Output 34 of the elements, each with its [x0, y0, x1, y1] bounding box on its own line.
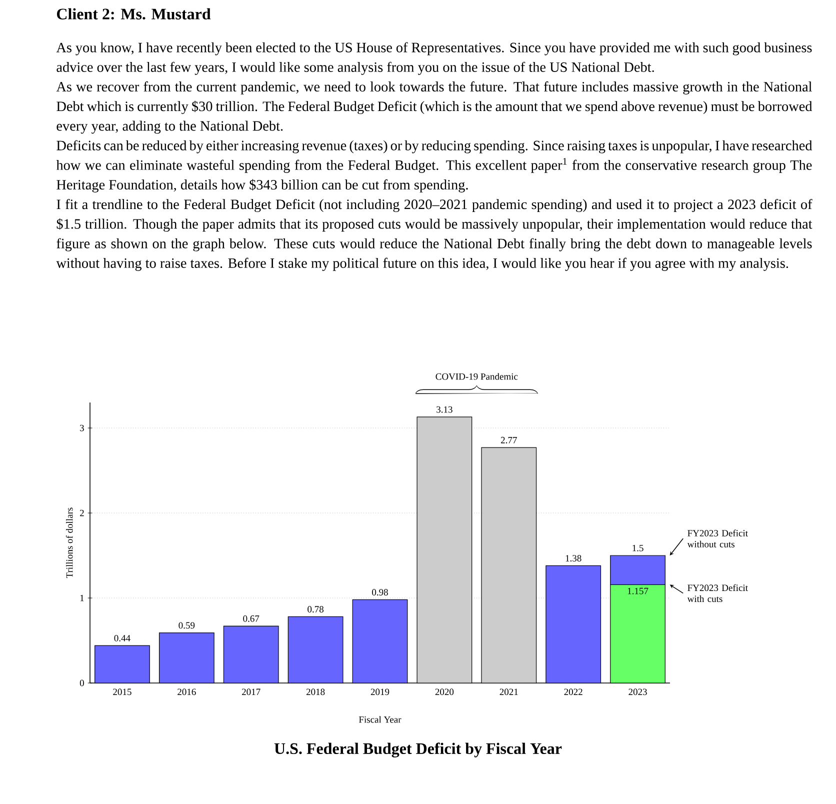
x-tick-label: 2017: [242, 688, 260, 696]
total-label: 0.78: [308, 606, 324, 613]
x-tick-label: 2021: [500, 688, 518, 696]
total-label: 1.38: [566, 555, 582, 562]
text: FY2023 Deficit without cuts: [687, 530, 748, 548]
x-axis-title: Fiscal Year: [358, 716, 402, 723]
y-axis-title: Trillions of dollars: [66, 508, 73, 578]
x-tick-label: 2015: [113, 688, 132, 696]
total-label: 0.59: [178, 622, 195, 629]
x-tick-label: 2016: [178, 688, 196, 696]
y-tick-label: 0: [80, 680, 84, 686]
text: FY2023 Deficit with cuts: [687, 584, 748, 602]
total-label: 0.44: [114, 634, 130, 642]
total-label: 0.67: [243, 615, 260, 622]
text: As we recover from the current pandemic, we need to look towards the future. That future includes massive growth in the National Debt which is currently $30 trillion. The Federal Budget Deficit (which is the amount that we spend above revenue) must be borrowed every year, adding to the National Debt.: [56, 81, 812, 134]
text: Deficits can be reduced by either increasing revenue (taxes) or by reducing spending. Since raising taxes is unpopular, I have researched how we can eliminate wasteful spending from the Federal Budget. This excellent paper$^{1}$ from the conservative research group The Heritage Foundation, details how $343 billion can be cut from spending.: [56, 140, 812, 192]
data-label: 1.157: [628, 588, 648, 594]
y-tick-label: 3: [80, 424, 84, 432]
y-tick-label: 1: [80, 594, 84, 602]
text: U.S. Federal Budget Deficit by Fiscal Year: [274, 742, 562, 758]
x-tick-label: 2023: [628, 688, 647, 696]
text: COVID-19 Pandemic: [436, 373, 518, 380]
text: I fit a trendline to the Federal Budget Deficit (not including 2020–2021 pandemic spending) and used it to project a 2023 deficit of $1.5 trillion. Though the paper admits that its proposed cuts would be massively unpopular, their implementation would reduce that figure as shown on the graph below. These cuts would reduce the National Debt finally bring the debt down to manageable levels without having to raise taxes. Before I stake my political future on this idea, I would like you hear if you agree with my analysis.: [56, 199, 812, 271]
total-label: 0.98: [372, 589, 388, 596]
x-tick-label: 2022: [564, 688, 582, 696]
total-label: 3.13: [436, 406, 452, 413]
x-tick-label: 2019: [370, 688, 390, 696]
total-label: 1.5: [632, 544, 644, 552]
text: As you know, I have recently been elected to the US House of Representatives. Since you have provided me with such good business advice over the last few years, I would like some analysis from you on the issue of the US National Debt.: [56, 42, 812, 75]
chart-subtitle: Client 2: Ms. Mustard: [56, 8, 211, 20]
x-tick-label: 2020: [435, 688, 454, 696]
total-label: 2.77: [501, 436, 517, 444]
x-tick-label: 2018: [306, 688, 325, 696]
y-tick-label: 2: [80, 510, 84, 516]
